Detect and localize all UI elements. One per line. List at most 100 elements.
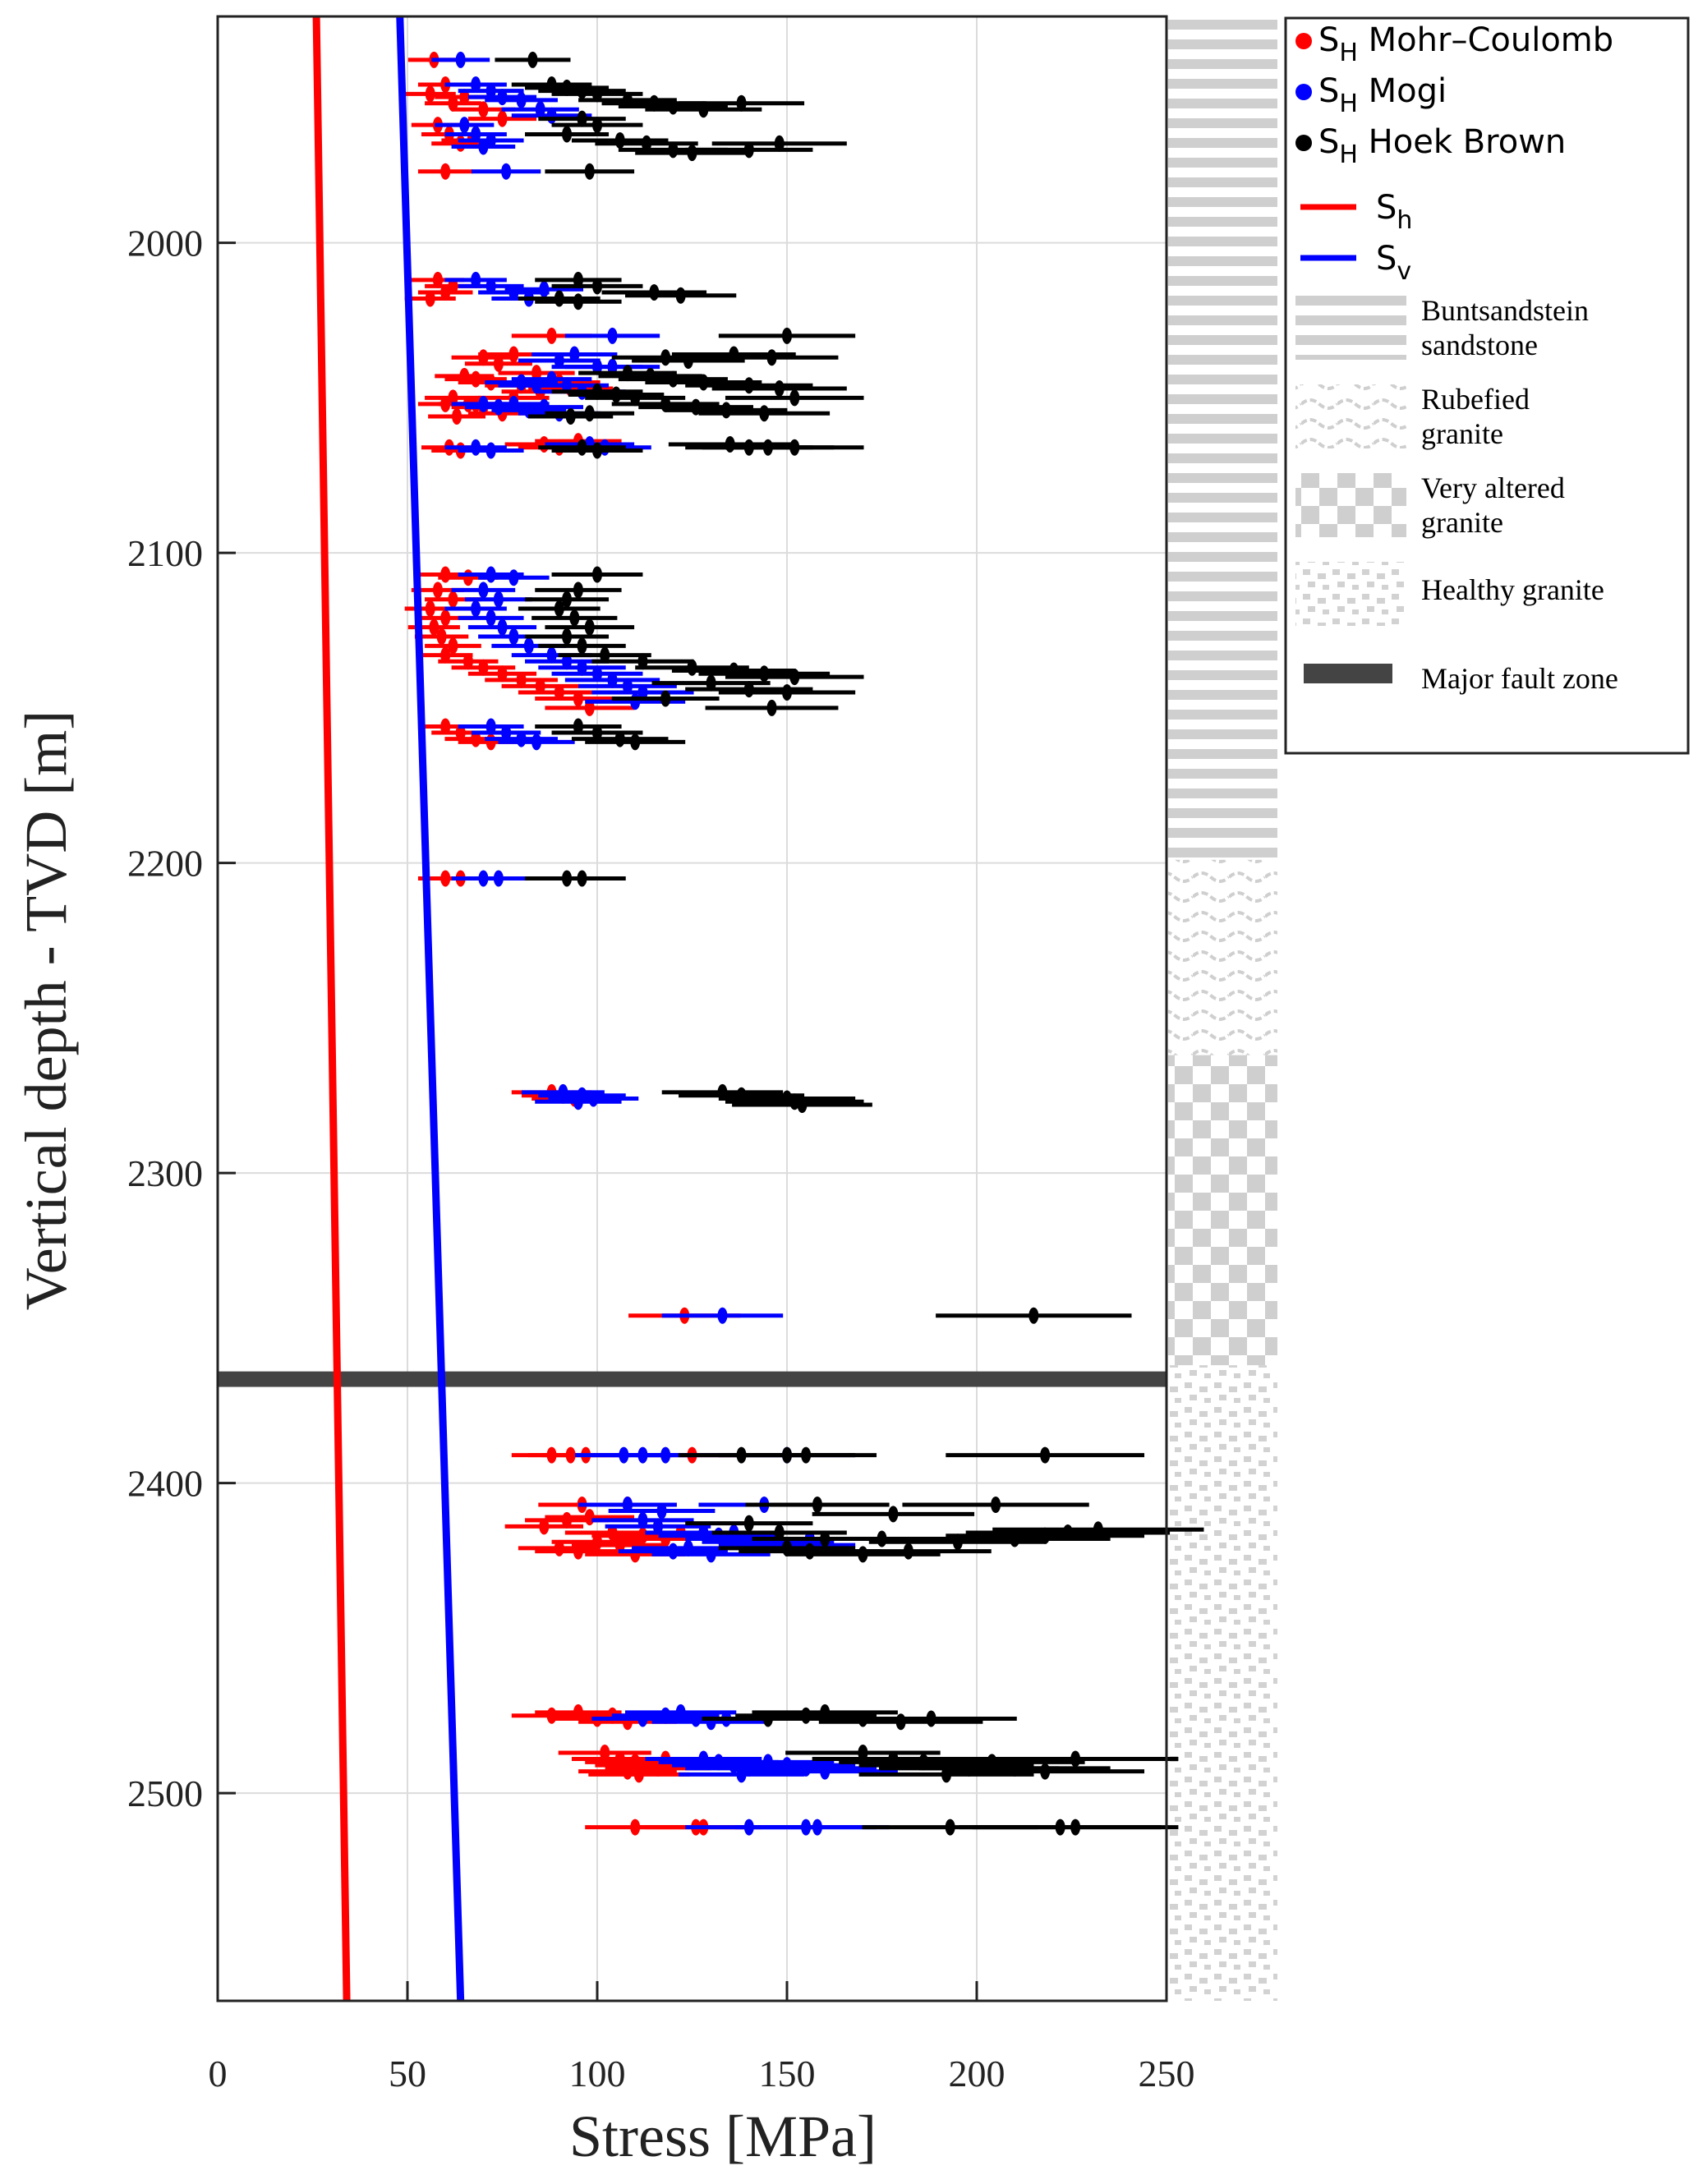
data-point [425,290,435,307]
data-point [660,1446,671,1464]
legend-item-4: Sv [1300,240,1411,286]
data-point [877,1530,887,1547]
data-point [812,1818,822,1836]
legend-label: Rubefied [1421,383,1530,416]
data-point [554,683,564,701]
data-point [432,582,443,599]
data-point [759,405,770,422]
data-point [485,442,496,459]
legend-pattern-swatch [1295,473,1406,537]
data-point [577,82,587,99]
data-point [706,674,716,692]
data-point [478,101,489,118]
data-point [577,870,587,887]
legend-label: granite [1421,506,1503,539]
data-point [592,278,602,295]
data-point [698,101,709,118]
x-tick-label: 0 [209,2053,228,2094]
data-point [577,110,587,127]
y-tick-label: 2100 [127,532,203,574]
data-point [622,1763,633,1780]
data-point [668,370,679,388]
legend-pattern-swatch [1295,562,1406,626]
legend-pattern-swatch [1295,384,1406,448]
data-point [611,386,622,403]
data-point [706,1713,716,1731]
data-point [455,51,466,68]
data-point [508,569,519,586]
data-point [774,380,785,397]
data-point [1028,1307,1039,1324]
data-point [895,1713,906,1731]
data-point [945,1818,955,1836]
legend-label: Healthy granite [1421,573,1604,606]
data-point [812,1497,822,1513]
data-point [462,653,473,670]
data-point [546,327,557,344]
data-point [820,1763,831,1780]
data-point [789,439,800,456]
data-point [546,1707,557,1724]
data-point [485,609,496,627]
data-point [425,85,435,103]
data-point [440,646,451,664]
grid-lines [218,16,1167,2001]
legend-label: SH Mogi [1318,72,1447,118]
data-point [1040,1763,1051,1780]
data-point [592,117,602,134]
data-point [577,439,587,456]
y-tick-label: 2400 [127,1463,203,1505]
data-point [736,1766,747,1783]
data-point [448,94,458,112]
data-point [531,365,542,382]
data-point [478,582,489,599]
data-point [573,718,583,735]
data-point [1040,1446,1051,1464]
data-point [668,98,679,115]
data-point [592,85,602,103]
data-point [642,135,652,152]
data-point [789,389,800,407]
legend-marker-icon [1295,135,1312,151]
data-point [903,1543,913,1560]
y-tick-label: 2300 [127,1152,203,1194]
data-point [592,724,602,742]
data-point [630,389,641,407]
data-point [516,730,527,747]
data-point [926,1710,936,1727]
data-point [554,352,564,370]
data-point [721,402,732,419]
data-point [485,82,496,99]
data-point [562,628,573,645]
data-point [440,718,451,735]
legend-marker-icon [1295,84,1312,100]
data-point [562,591,573,608]
data-point [584,163,595,180]
data-point [801,1707,812,1724]
data-point [485,718,496,735]
data-point [452,407,462,425]
data-point [652,1518,663,1535]
data-point [485,566,496,583]
data-point [592,665,602,683]
data-point [516,91,527,108]
data-point [493,591,504,608]
data-point [539,398,550,416]
lithology-waves [1168,859,1277,1055]
data-point [687,659,697,676]
data-point [607,358,618,375]
data-point [478,659,489,676]
data-point [743,141,754,159]
data-point [804,1543,815,1560]
data-point [546,370,557,388]
legend-item-3: Sh [1300,189,1412,235]
legend-label: granite [1421,417,1503,450]
plot-frame [216,15,1168,2002]
data-point [527,51,538,68]
data-point [516,374,527,391]
y-tick-label: 2000 [127,223,203,264]
line-sv [396,16,465,2002]
data-point [675,287,686,304]
